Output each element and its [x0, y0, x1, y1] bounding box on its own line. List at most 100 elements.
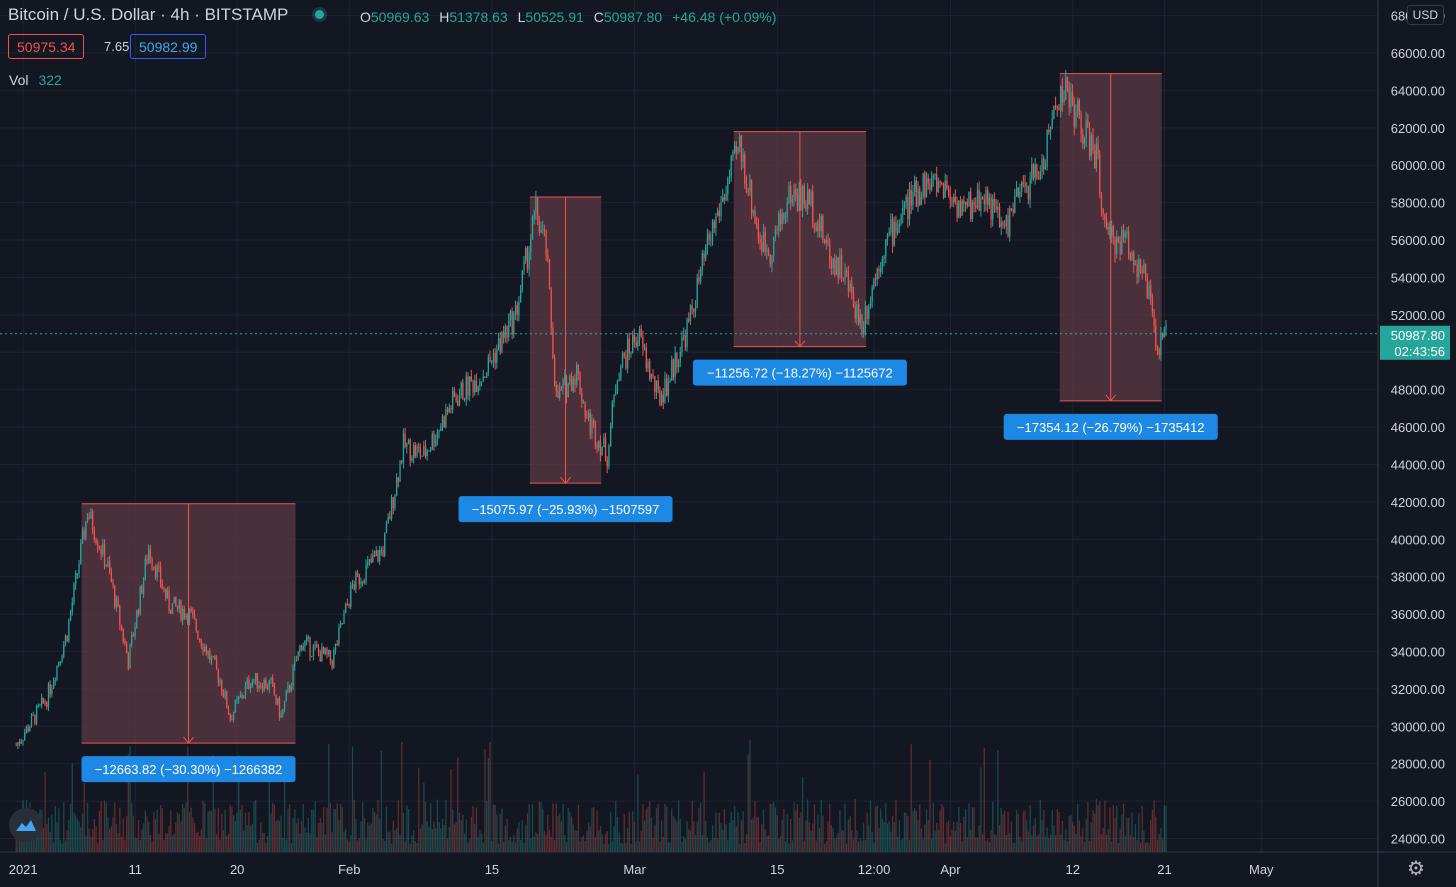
candle-body — [1044, 167, 1047, 169]
volume-bar — [625, 843, 627, 852]
volume-bar — [289, 804, 291, 852]
candle-body — [618, 379, 620, 382]
volume-bar — [153, 811, 155, 852]
candle-body — [226, 691, 228, 709]
candle-body — [452, 390, 454, 410]
volume-bar — [677, 800, 680, 852]
volume-bar — [587, 822, 590, 852]
volume-bar — [871, 832, 873, 852]
candle-body — [102, 543, 104, 555]
volume-bar — [407, 808, 410, 852]
volume-bar — [550, 836, 552, 852]
candle-body — [156, 565, 158, 578]
volume-bar — [385, 806, 388, 852]
volume-bar — [309, 832, 311, 852]
volume-bar — [443, 825, 445, 852]
currency-button[interactable]: USD — [1406, 5, 1444, 25]
settings-gear-icon[interactable]: ⚙ — [1407, 858, 1425, 880]
volume-bar — [331, 832, 333, 852]
volume-bar — [822, 815, 824, 852]
candle-body — [711, 221, 714, 240]
volume-bar — [1051, 810, 1053, 852]
candle-body — [44, 702, 46, 704]
candle-body — [547, 255, 549, 260]
candle-body — [244, 685, 247, 696]
volume-bar — [897, 836, 899, 852]
candle-body — [465, 376, 467, 399]
candle-body — [372, 555, 374, 563]
tradingview-logo-icon[interactable] — [9, 808, 43, 842]
candle-body — [742, 154, 744, 162]
candle-body — [613, 394, 615, 403]
volume-bar — [95, 826, 97, 852]
candle-body — [1068, 88, 1070, 108]
candle-body — [1049, 128, 1052, 132]
volume-bar — [553, 840, 556, 852]
candle-body — [266, 688, 269, 690]
volume-bar — [739, 843, 741, 852]
candle-body — [297, 651, 299, 661]
volume-bar — [519, 839, 522, 852]
candle-body — [76, 573, 79, 575]
candle-body — [482, 376, 484, 382]
candle-body — [1019, 192, 1021, 197]
volume-bar — [270, 813, 272, 852]
candle-body — [355, 572, 357, 590]
candle-body — [1134, 264, 1137, 266]
candle-body — [1126, 231, 1128, 234]
volume-bar — [1134, 823, 1137, 852]
candle-body — [857, 304, 860, 324]
volume-bar — [421, 824, 423, 852]
candle-body — [268, 680, 270, 689]
candle-body — [256, 673, 259, 689]
volume-bar — [435, 828, 437, 852]
candle-body — [647, 361, 649, 369]
candle-body — [494, 353, 496, 363]
volume-bar — [516, 828, 518, 852]
volume-bar — [808, 822, 811, 852]
volume-bar — [970, 829, 972, 852]
volume-bar — [326, 807, 328, 852]
volume-bar — [1088, 840, 1091, 852]
buy-price-button[interactable]: 50982.99 — [130, 34, 207, 59]
candle-body — [416, 446, 418, 457]
spread-value: 7.65 — [104, 39, 130, 54]
volume-bar — [596, 810, 598, 852]
volume-legend[interactable]: Vol 322 — [9, 72, 62, 88]
volume-bar — [158, 833, 160, 852]
candle-body — [390, 497, 393, 519]
candle-body — [778, 213, 780, 231]
volume-bar — [880, 808, 882, 852]
volume-bar — [586, 830, 588, 852]
time-tick-label: Feb — [338, 862, 360, 877]
candle-body — [1080, 115, 1082, 135]
candle-body — [280, 714, 282, 718]
sell-price-button[interactable]: 50975.34 — [8, 34, 85, 59]
candle-body — [626, 338, 629, 369]
volume-bar — [93, 819, 96, 852]
volume-bar — [183, 808, 186, 852]
symbol-header[interactable]: Bitcoin / U.S. Dollar · 4h · BITSTAMP — [8, 5, 342, 25]
volume-bar — [215, 834, 218, 852]
volume-bar — [660, 820, 663, 852]
candle-body — [873, 278, 875, 289]
volume-bar — [367, 822, 369, 852]
candle-body — [922, 173, 924, 197]
volume-bar — [37, 832, 39, 852]
candle-body — [503, 331, 505, 338]
candle-body — [1104, 214, 1106, 219]
candle-body — [278, 698, 281, 718]
candle-body — [756, 223, 758, 226]
volume-bar — [1127, 817, 1130, 852]
volume-bar — [1085, 818, 1087, 852]
candle-body — [689, 305, 692, 322]
volume-bar — [767, 835, 770, 852]
candle-body — [20, 741, 22, 744]
candle-body — [1000, 222, 1002, 228]
candle-body — [565, 375, 568, 398]
candle-body — [338, 627, 340, 645]
volume-bar — [874, 806, 877, 852]
volume-bar — [669, 842, 671, 852]
volume-bar — [265, 842, 267, 852]
